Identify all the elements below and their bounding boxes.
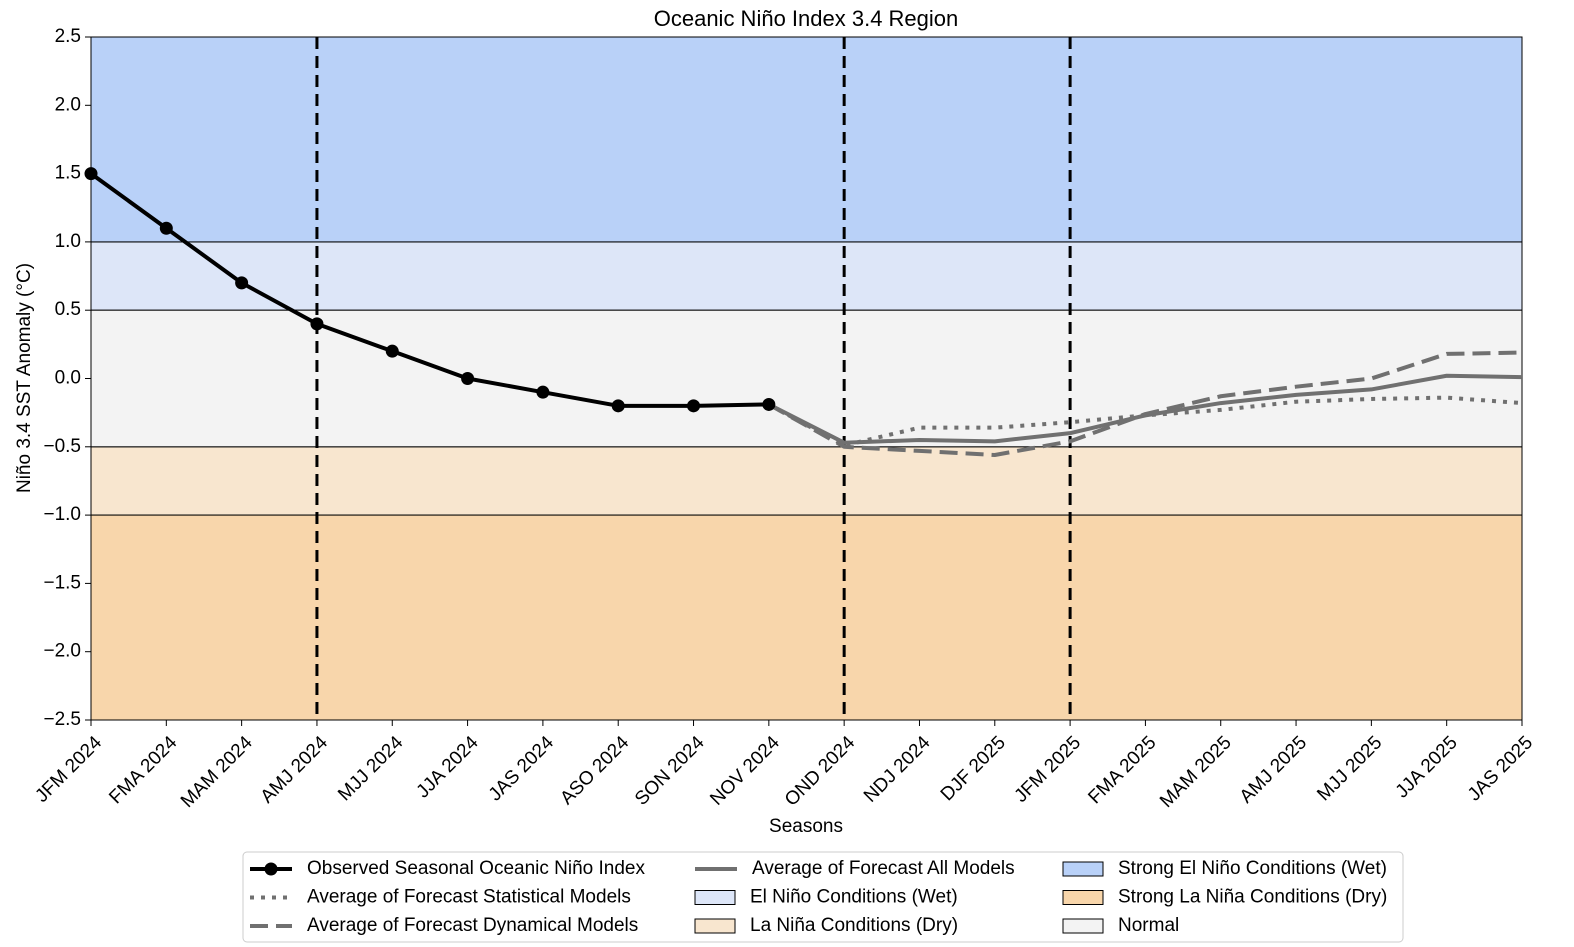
series-line	[89, 171, 769, 408]
chart-title: Oceanic Niño Index 3.4 Region	[654, 6, 959, 31]
y-tick-label: −1.5	[43, 572, 81, 593]
legend-label: Strong La Niña Conditions (Dry)	[1118, 887, 1387, 908]
x-tick-label: JFM 2024	[31, 732, 106, 807]
legend-box	[242, 851, 1404, 943]
x-tick-label: MAM 2024	[177, 732, 257, 812]
x-tick-label: MJJ 2024	[334, 732, 407, 805]
x-tick-label: NDJ 2024	[860, 732, 935, 807]
x-tick-label: NOV 2024	[706, 732, 784, 810]
x-tick-label: FMA 2024	[105, 732, 181, 808]
x-axis-label: Seasons	[769, 816, 843, 837]
legend-marker	[264, 862, 278, 876]
y-tick-label: −0.5	[43, 436, 81, 457]
data-point	[461, 372, 475, 385]
band	[90, 446, 1523, 516]
y-tick-label: −2.5	[43, 709, 81, 730]
legend-swatch	[694, 890, 736, 905]
y-tick-label: 0.0	[55, 368, 81, 389]
band	[90, 241, 1523, 311]
x-tick-label: JAS 2025	[1464, 732, 1537, 805]
x-tick-label: ASO 2024	[556, 732, 633, 809]
legend-label: Average of Forecast All Models	[752, 858, 1015, 879]
series-line	[767, 395, 1523, 448]
legend-swatch	[1062, 861, 1104, 877]
y-tick-label: 1.0	[55, 231, 81, 252]
x-tick-label: JAS 2024	[485, 732, 558, 805]
y-tick-label: 1.5	[55, 163, 81, 184]
y-tick-label: 2.5	[55, 26, 81, 47]
band	[90, 36, 1523, 243]
legend-label: El Niño Conditions (Wet)	[750, 887, 958, 908]
legend-label: Average of Forecast Dynamical Models	[307, 915, 638, 936]
x-tick-label: JJA 2025	[1392, 732, 1462, 802]
x-tick-label: DJF 2025	[937, 732, 1010, 805]
x-tick-label: SON 2024	[631, 732, 709, 810]
series-line	[767, 373, 1523, 445]
legend-label: Average of Forecast Statistical Models	[307, 887, 631, 908]
x-tick-label: OND 2024	[781, 732, 860, 811]
y-tick-label: 0.5	[55, 299, 81, 320]
legend-swatch	[1062, 890, 1104, 905]
data-point	[310, 317, 324, 331]
legend-swatch	[1062, 918, 1104, 934]
legend-label: Strong El Niño Conditions (Wet)	[1118, 858, 1387, 879]
y-tick-label: −1.0	[43, 504, 81, 525]
x-tick-label: FMA 2025	[1084, 732, 1160, 808]
x-tick-label: AMJ 2024	[257, 732, 333, 808]
x-tick-label: JJA 2024	[413, 732, 483, 802]
data-point	[762, 397, 776, 411]
x-tick-label: AMJ 2025	[1236, 732, 1311, 807]
legend-label: La Niña Conditions (Dry)	[750, 915, 958, 936]
y-tick-label: −2.0	[43, 641, 81, 662]
x-tick-label: MAM 2025	[1156, 732, 1236, 812]
data-point	[687, 399, 701, 413]
data-point	[536, 385, 550, 399]
legend-label: Observed Seasonal Oceanic Niño Index	[307, 858, 645, 879]
data-point	[235, 276, 249, 290]
band	[90, 514, 1523, 721]
legend-swatch	[694, 918, 736, 934]
data-point	[611, 399, 625, 413]
data-point	[385, 344, 399, 358]
x-tick-label: MJJ 2025	[1313, 732, 1386, 805]
data-point	[84, 167, 98, 181]
data-point	[159, 221, 173, 235]
y-axis-label: Niño 3.4 SST Anomaly (°C)	[14, 263, 35, 493]
legend-label: Normal	[1118, 915, 1179, 936]
y-tick-label: 2.0	[55, 94, 81, 115]
x-tick-label: JFM 2025	[1011, 732, 1086, 807]
